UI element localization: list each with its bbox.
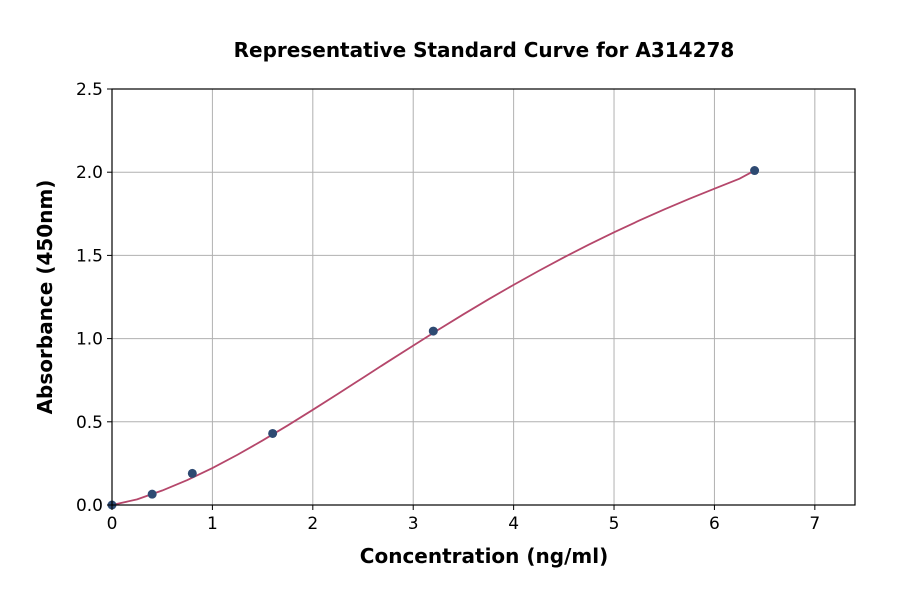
data-point (750, 166, 760, 176)
data-point (187, 468, 197, 478)
y-tick-label: 0.0 (76, 496, 103, 516)
fit-curve-line (111, 169, 756, 506)
y-tick-label: 1.0 (76, 330, 103, 350)
x-tick-label: 3 (408, 514, 419, 534)
y-axis-label: Absorbance (450nm) (33, 180, 57, 415)
x-tick-label: 0 (107, 514, 118, 534)
plot-frame (111, 88, 856, 506)
axis-ticks: 0 1 2 3 4 5 6 7 0.0 0.5 1.0 1.5 2.0 2.5 (76, 80, 820, 534)
y-tick-label: 2.0 (76, 163, 103, 183)
y-tick-label: 0.5 (76, 413, 103, 433)
grid (111, 88, 855, 506)
chart-title: Representative Standard Curve for A31427… (234, 38, 735, 62)
x-tick-label: 1 (207, 514, 218, 534)
x-tick-label: 4 (508, 514, 519, 534)
data-point (428, 326, 438, 336)
x-tick-label: 5 (609, 514, 620, 534)
x-tick-label: 6 (709, 514, 720, 534)
x-tick-label: 2 (307, 514, 318, 534)
data-point (147, 489, 157, 499)
y-tick-label: 2.5 (76, 80, 103, 100)
x-tick-label: 7 (809, 514, 820, 534)
y-tick-label: 1.5 (76, 246, 103, 266)
plot-series (107, 166, 760, 510)
data-point (268, 428, 278, 438)
x-axis-label: Concentration (ng/ml) (360, 544, 608, 568)
